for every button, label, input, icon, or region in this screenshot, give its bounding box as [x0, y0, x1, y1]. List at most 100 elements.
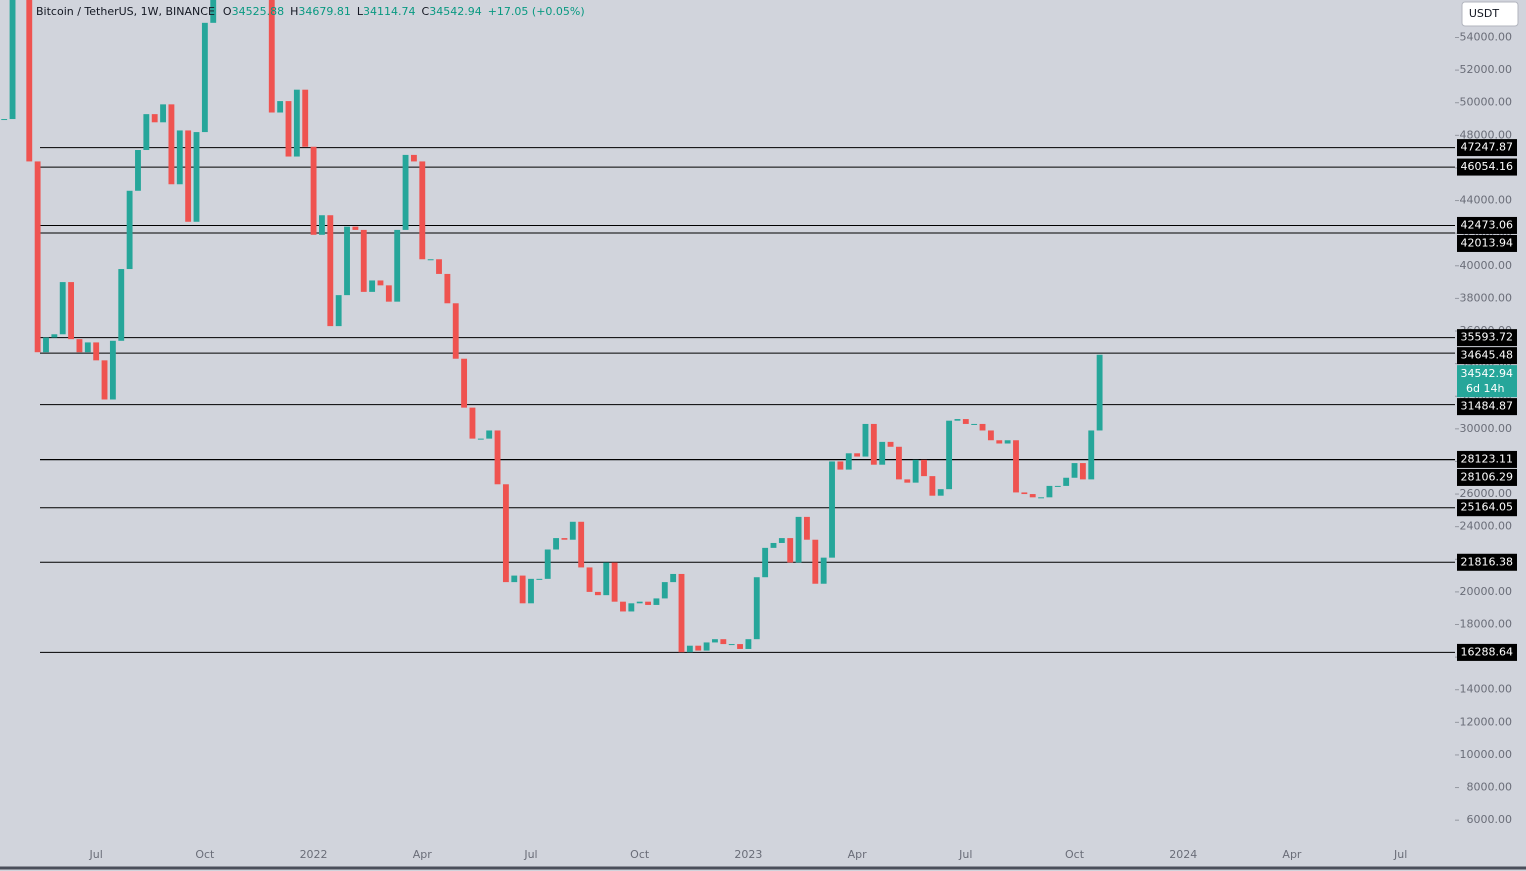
y-tick-label: 6000.00 [1467, 813, 1513, 826]
ohlc-key: L [357, 5, 364, 18]
candle [528, 578, 534, 604]
candle [728, 644, 735, 646]
candle [109, 340, 116, 400]
candle [971, 423, 978, 425]
ohlc-item: O34525.88 [223, 5, 284, 18]
level-label: 25164.05 [1461, 501, 1514, 514]
candle [369, 280, 376, 292]
ohlc-item: C34542.94 [422, 5, 482, 18]
candle [51, 334, 58, 338]
candle [201, 22, 208, 133]
x-tick-label: Oct [195, 848, 215, 861]
candle [778, 538, 785, 543]
candle [268, 0, 275, 113]
candle [1046, 485, 1053, 498]
y-tick-label: 30000.00 [1460, 422, 1513, 435]
level-label: 42473.06 [1461, 218, 1514, 231]
ohlc-key: C [422, 5, 430, 18]
ohlc-key: H [290, 5, 298, 18]
candle [553, 538, 560, 550]
candle [402, 154, 409, 230]
level-label-box [1457, 329, 1517, 347]
candle [1054, 485, 1061, 487]
candle [385, 285, 392, 302]
candle [160, 104, 166, 123]
level-label: 35593.72 [1461, 331, 1514, 344]
candle [486, 430, 493, 439]
candle [302, 89, 309, 147]
level-label: 16288.64 [1461, 645, 1514, 658]
y-tick-label: 12000.00 [1460, 715, 1513, 728]
x-tick-label: Apr [848, 848, 868, 861]
level-label-box [1457, 499, 1517, 517]
candle [1013, 440, 1019, 493]
candle [34, 161, 41, 353]
y-tick-label: 24000.00 [1460, 520, 1513, 533]
ohlc-value: 34525.88 [232, 5, 285, 18]
level-label-box [1457, 398, 1517, 416]
candle [43, 337, 49, 353]
candle [670, 573, 677, 583]
candle [645, 601, 651, 605]
candle [118, 269, 125, 341]
candle [93, 342, 100, 361]
candle [135, 150, 141, 191]
candle [193, 132, 200, 222]
x-tick-label: Jul [89, 848, 103, 861]
candle [168, 104, 175, 185]
axes: 6000.00 8000.00 10000.00 12000.00 14000.00 16… [89, 31, 1517, 861]
level-label-box [1457, 158, 1517, 176]
candle [837, 461, 844, 470]
candle [720, 639, 727, 645]
candle [762, 547, 769, 578]
level-label: 42013.94 [1461, 236, 1514, 249]
candle [887, 441, 894, 447]
candle [1004, 440, 1011, 444]
x-tick-label: 2023 [734, 848, 762, 861]
candle [210, 0, 217, 23]
x-tick-label: Jul [958, 848, 972, 861]
candle [452, 303, 459, 359]
candle [494, 430, 501, 485]
y-tick-label: 52000.00 [1460, 63, 1513, 76]
level-label: 28123.11 [1461, 452, 1514, 465]
candle [185, 130, 192, 222]
candle [293, 89, 300, 157]
candle [862, 423, 869, 457]
candle [620, 601, 626, 612]
level-label-box [1457, 553, 1517, 571]
candle [544, 549, 551, 579]
candle [377, 280, 384, 286]
y-tick-label: 10000.00 [1460, 748, 1513, 761]
candle [1021, 492, 1028, 495]
candle [519, 575, 526, 604]
candle [636, 601, 643, 604]
y-tick-label: 50000.00 [1460, 96, 1513, 109]
level-label-box [1457, 216, 1517, 234]
candle [68, 282, 75, 340]
y-tick-label: 44000.00 [1460, 194, 1513, 207]
candle [59, 282, 66, 335]
candle [954, 419, 961, 421]
candle [126, 190, 133, 270]
ohlc-key: O [223, 5, 232, 18]
candle [737, 644, 743, 649]
candle [1038, 497, 1045, 499]
x-tick-label: Oct [1065, 848, 1085, 861]
candle [461, 358, 468, 408]
candle [511, 575, 518, 583]
candle [1096, 354, 1103, 431]
currency-button[interactable] [1461, 1, 1519, 27]
level-label: 34645.48 [1461, 349, 1514, 362]
candle [76, 339, 83, 353]
candle [319, 215, 325, 235]
ohlc-item: H34679.81 [290, 5, 351, 18]
x-tick-label: Jul [1393, 848, 1407, 861]
candle [143, 114, 150, 151]
level-label-box [1457, 468, 1517, 486]
candle [912, 459, 919, 483]
plot-area [1, 0, 1455, 653]
candle [895, 446, 902, 480]
